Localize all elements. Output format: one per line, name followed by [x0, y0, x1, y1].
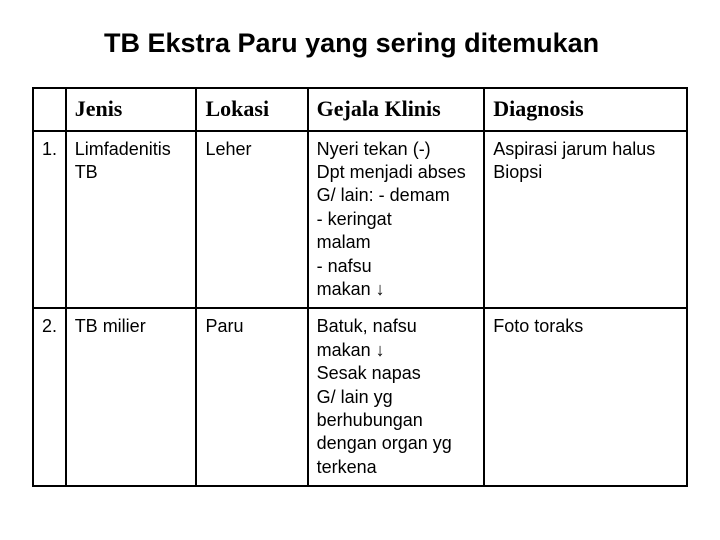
col-header-gejala: Gejala Klinis [308, 88, 485, 131]
table-header-row: Jenis Lokasi Gejala Klinis Diagnosis [33, 88, 687, 131]
cell-num: 2. [33, 308, 66, 486]
cell-jenis: TB milier [66, 308, 197, 486]
col-header-diagnosis: Diagnosis [484, 88, 687, 131]
col-header-lokasi: Lokasi [196, 88, 307, 131]
cell-gejala: Batuk, nafsu makan ↓ Sesak napas G/ lain… [308, 308, 485, 486]
col-header-blank [33, 88, 66, 131]
tb-table: Jenis Lokasi Gejala Klinis Diagnosis 1. … [32, 87, 688, 487]
table-row: 2. TB milier Paru Batuk, nafsu makan ↓ S… [33, 308, 687, 486]
page-title: TB Ekstra Paru yang sering ditemukan [104, 28, 688, 59]
cell-lokasi: Paru [196, 308, 307, 486]
cell-gejala: Nyeri tekan (-) Dpt menjadi abses G/ lai… [308, 131, 485, 309]
slide: TB Ekstra Paru yang sering ditemukan Jen… [0, 0, 720, 540]
cell-diagnosis: Aspirasi jarum halus Biopsi [484, 131, 687, 309]
table-row: 1. Limfadenitis TB Leher Nyeri tekan (-)… [33, 131, 687, 309]
cell-num: 1. [33, 131, 66, 309]
cell-lokasi: Leher [196, 131, 307, 309]
cell-diagnosis: Foto toraks [484, 308, 687, 486]
col-header-jenis: Jenis [66, 88, 197, 131]
cell-jenis: Limfadenitis TB [66, 131, 197, 309]
